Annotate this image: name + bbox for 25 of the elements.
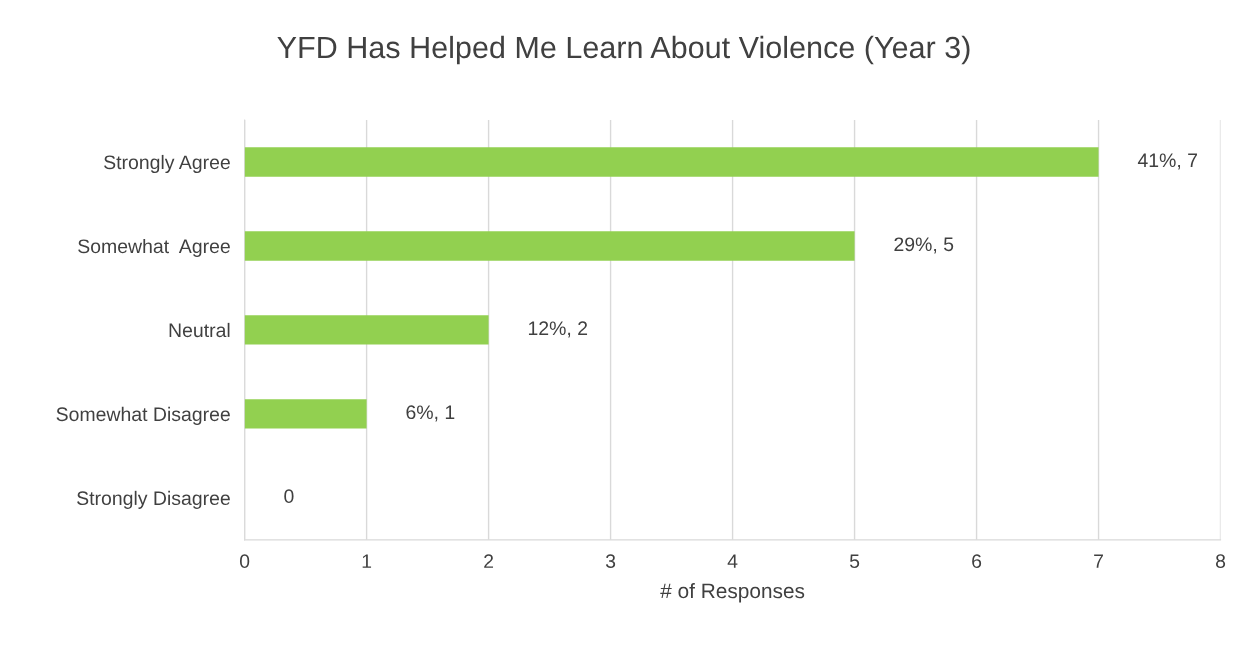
data-label: 0 [284, 489, 294, 504]
bar [244, 315, 489, 345]
y-tick-label: Strongly Disagree [77, 490, 230, 509]
bar [244, 231, 855, 261]
data-label: 6%, 1 [406, 405, 455, 422]
y-tick-label: Somewhat Disagree [56, 406, 230, 425]
x-tick-label: 4 [727, 554, 738, 568]
x-tick-label: 3 [605, 554, 616, 569]
y-tick-label: Strongly Agree [104, 154, 230, 174]
x-axis-title: # of Responses [660, 583, 805, 603]
x-tick-label: 1 [362, 554, 372, 568]
y-tick-label: Somewhat Agree [78, 238, 230, 258]
x-tick-label: 5 [849, 554, 860, 569]
x-tick-label: 8 [1215, 554, 1226, 569]
data-label: 41%, 7 [1137, 153, 1197, 170]
y-tick-label: Neutral [169, 322, 230, 338]
bar [244, 147, 1099, 177]
data-label: 29%, 5 [894, 237, 954, 254]
x-tick-label: 7 [1094, 554, 1103, 568]
x-tick-label: 0 [239, 554, 250, 569]
x-tick-label: 2 [484, 554, 494, 568]
x-tick-label: 6 [972, 554, 982, 569]
bar [244, 399, 367, 429]
data-label: 12%, 2 [528, 321, 588, 338]
chart-title: YFD Has Helped Me Learn About Violence (Year 3) [277, 35, 970, 65]
